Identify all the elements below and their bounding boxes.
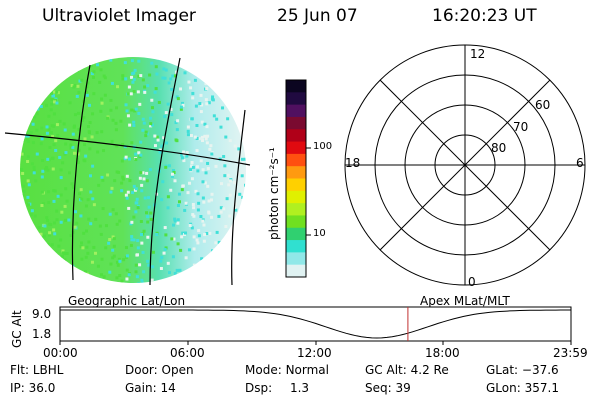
lat-label-70: 70 xyxy=(513,120,529,134)
globe-label: Geographic Lat/Lon xyxy=(68,294,186,308)
mlt-label-12: 12 xyxy=(470,47,486,61)
time-tick-0000: 00:00 xyxy=(43,346,78,360)
mlt-label-6: 6 xyxy=(576,156,584,170)
geographic-grid xyxy=(4,57,251,286)
observation-date: 25 Jun 07 xyxy=(277,6,358,26)
observation-time: 16:20:23 UT xyxy=(432,6,537,26)
info-flt: Flt: LBHL xyxy=(10,363,64,377)
colorbar-cell xyxy=(286,129,306,143)
colorbar-cell xyxy=(286,166,306,179)
time-tick-1200: 12:00 xyxy=(297,346,332,360)
info-gc-alt: GC Alt: 4.2 Re xyxy=(365,363,449,377)
colorbar-cell xyxy=(286,227,306,241)
lat-label-60: 60 xyxy=(535,98,551,112)
mlt-label-18: 18 xyxy=(345,156,361,170)
globe-disc xyxy=(20,57,246,283)
colorbar-cell xyxy=(286,215,306,229)
colorbar-cell xyxy=(286,116,306,130)
time-tick-0600: 06:00 xyxy=(170,346,205,360)
colorbar-cell xyxy=(286,92,306,106)
meridian-line xyxy=(149,57,181,286)
altitude-axis-label: GC Alt xyxy=(10,310,24,348)
time-tick-2359: 23:59 xyxy=(553,346,588,360)
info-glon: GLon: 357.1 xyxy=(486,381,559,395)
altitude-tick-high: 9.0 xyxy=(32,307,52,321)
colorbar-cell xyxy=(286,141,306,155)
polar-diagonal xyxy=(379,79,551,251)
info-ip: IP: 36.0 xyxy=(10,381,56,395)
altitude-curve xyxy=(60,309,571,339)
colorbar-cell xyxy=(286,190,306,204)
colorbar-cell xyxy=(286,80,306,93)
lat-label-80: 80 xyxy=(491,141,507,155)
latitude-line xyxy=(4,132,251,166)
colorbar-cell xyxy=(286,240,306,253)
info-glat: GLat: −37.6 xyxy=(486,363,559,377)
colorbar-cell xyxy=(286,178,306,192)
meridian-line xyxy=(231,109,246,286)
info-door: Door: Open xyxy=(125,363,194,377)
info-seq: Seq: 39 xyxy=(365,381,411,395)
colorbar-cell xyxy=(286,104,306,118)
colorbar-cell xyxy=(286,252,306,266)
meridian-line xyxy=(71,64,91,281)
colorbar-cell xyxy=(286,264,306,278)
colorbar-cell xyxy=(286,203,306,216)
image-title: Ultraviolet Imager xyxy=(42,6,196,26)
colorbar-cell xyxy=(286,153,306,167)
mlt-label-0: 0 xyxy=(468,275,476,289)
time-tick-1800: 18:00 xyxy=(425,346,460,360)
colorbar-tick-100: 100 xyxy=(313,141,333,152)
info-dsp: Dsp: 1.3 xyxy=(245,381,310,395)
polar-label: Apex MLat/MLT xyxy=(420,294,510,308)
info-mode: Mode: Normal xyxy=(245,363,329,377)
altitude-tick-low: 1.8 xyxy=(32,327,52,341)
info-gain: Gain: 14 xyxy=(125,381,176,395)
colorbar-tick-10: 10 xyxy=(313,228,326,239)
